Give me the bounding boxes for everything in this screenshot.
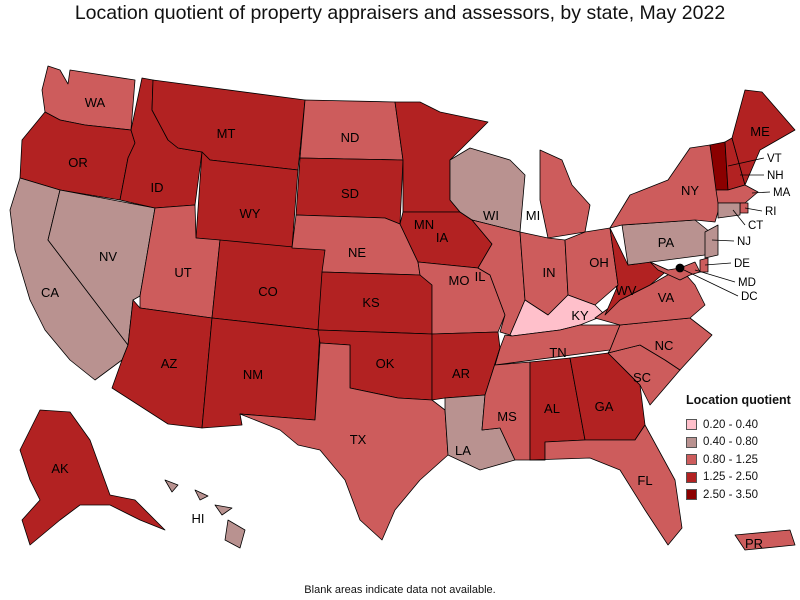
state-label-me: ME	[750, 124, 770, 139]
state-label-ia: IA	[436, 230, 449, 245]
state-label-al: AL	[544, 401, 560, 416]
state-label-pa: PA	[658, 235, 675, 250]
state-fl[interactable]	[529, 424, 683, 546]
state-ms[interactable]	[481, 347, 531, 461]
state-ny[interactable]	[609, 144, 721, 229]
state-ak[interactable]	[19, 409, 166, 546]
state-label-vt: VT	[767, 153, 782, 165]
state-label-nd: ND	[341, 130, 360, 145]
legend: Location quotient 0.20 - 0.40 0.40 - 0.80…	[686, 393, 796, 504]
legend-swatch	[686, 454, 697, 466]
state-label-wi: WI	[483, 208, 499, 223]
state-label-mt: MT	[217, 126, 236, 141]
state-label-wa: WA	[85, 95, 106, 110]
legend-label: 0.80 - 1.25	[703, 453, 758, 466]
legend-swatch	[686, 419, 697, 431]
state-label-co: CO	[258, 284, 278, 299]
state-label-fl: FL	[637, 473, 652, 488]
map-title: Location quotient of property appraisers…	[74, 2, 726, 24]
leader-line-nj	[711, 239, 735, 242]
legend-label: 2.50 - 3.50	[703, 488, 758, 501]
state-label-nv: NV	[99, 249, 117, 264]
legend-item: 1.25 - 2.50	[686, 469, 796, 487]
state-label-in: IN	[543, 265, 556, 280]
legend-item: 0.80 - 1.25	[686, 451, 796, 469]
state-label-mo: MO	[449, 273, 470, 288]
state-label-az: AZ	[161, 356, 178, 371]
state-label-ky: KY	[571, 308, 589, 323]
legend-item: 0.40 - 0.80	[686, 434, 796, 452]
leader-line-vt	[727, 157, 765, 167]
state-label-nm: NM	[243, 367, 263, 382]
state-label-il: IL	[475, 269, 486, 284]
state-label-tn: TN	[549, 345, 566, 360]
state-label-pr: PR	[745, 536, 763, 551]
state-label-hi: HI	[192, 511, 205, 526]
state-label-tx: TX	[350, 432, 367, 447]
state-label-or: OR	[68, 155, 88, 170]
state-label-ks: KS	[362, 295, 380, 310]
legend-item: 0.20 - 0.40	[686, 416, 796, 434]
state-label-nj: NJ	[737, 236, 751, 248]
state-label-ok: OK	[376, 356, 395, 371]
state-label-sc: SC	[633, 370, 651, 385]
state-label-nc: NC	[655, 338, 674, 353]
state-label-ak: AK	[51, 461, 69, 476]
leader-line-ma	[751, 191, 771, 194]
state-label-dc: DC	[741, 291, 758, 303]
legend-swatch	[686, 436, 697, 448]
state-tx[interactable]	[239, 342, 449, 541]
state-label-ca: CA	[41, 285, 59, 300]
state-hi[interactable]	[164, 479, 246, 549]
legend-label: 1.25 - 2.50	[703, 471, 758, 484]
state-label-de: DE	[734, 258, 750, 270]
state-label-ct: CT	[748, 220, 763, 232]
state-label-id: ID	[151, 180, 164, 195]
legend-title: Location quotient	[686, 393, 791, 407]
state-label-wy: WY	[240, 206, 261, 221]
legend-swatch	[686, 489, 697, 501]
state-label-oh: OH	[589, 255, 609, 270]
state-label-nh: NH	[767, 170, 784, 182]
legend-item: 2.50 - 3.50	[686, 486, 796, 504]
state-label-ga: GA	[595, 399, 614, 414]
state-label-mi: MI	[526, 208, 540, 223]
state-md[interactable]	[649, 261, 701, 281]
state-label-va: VA	[658, 290, 675, 305]
leader-line-de	[704, 262, 732, 266]
state-label-sd: SD	[341, 186, 359, 201]
footnote: Blank areas indicate data not available.	[304, 584, 496, 596]
state-de[interactable]	[699, 257, 709, 273]
state-mi[interactable]	[539, 149, 591, 239]
state-label-mn: MN	[414, 217, 434, 232]
state-label-ut: UT	[174, 265, 191, 280]
leader-line-ct	[732, 209, 746, 226]
state-label-ar: AR	[452, 366, 470, 381]
state-label-ri: RI	[765, 206, 777, 218]
legend-label: 0.40 - 0.80	[703, 436, 758, 449]
legend-label: 0.20 - 0.40	[703, 418, 758, 431]
state-label-ne: NE	[348, 245, 366, 260]
state-dc[interactable]	[675, 263, 685, 273]
state-label-ma: MA	[773, 187, 791, 199]
legend-rows: 0.20 - 0.40 0.40 - 0.80 0.80 - 1.25 1.25 - …	[686, 416, 796, 504]
state-nj[interactable]	[704, 224, 719, 259]
state-label-md: MD	[738, 277, 756, 289]
state-pr[interactable]	[734, 529, 796, 551]
state-label-ms: MS	[497, 409, 517, 424]
legend-swatch	[686, 471, 697, 483]
state-ct[interactable]	[717, 202, 741, 219]
state-label-ny: NY	[681, 183, 699, 198]
leader-line-dc	[683, 269, 739, 297]
leader-line-md	[694, 269, 736, 283]
state-label-la: LA	[455, 443, 471, 458]
state-label-wv: WV	[616, 283, 637, 298]
leader-line-ri	[744, 207, 763, 212]
